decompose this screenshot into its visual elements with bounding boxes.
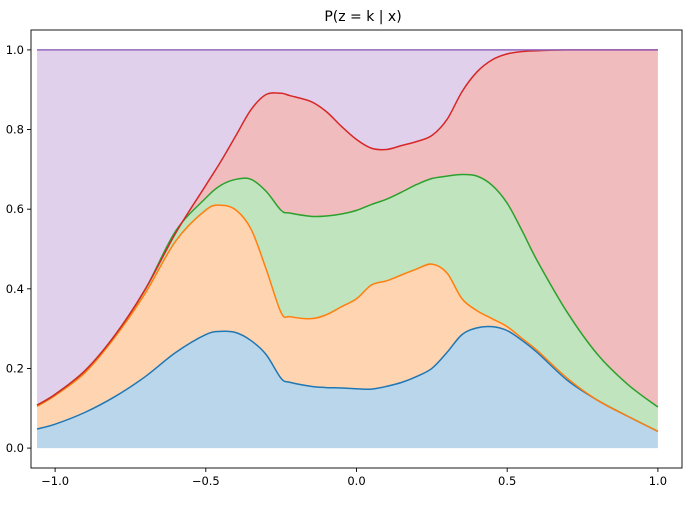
x-tick-label: −1.0: [41, 474, 69, 488]
axes-layer: −1.0 −0.5 0.0 0.5 1.0 0.0 0.2 0.4 0.6 0.8 1.0: [6, 29, 683, 488]
series-1-line: [36, 325, 659, 433]
y-tick-label: 0.4: [6, 282, 24, 296]
series-4-area: [37, 49, 658, 408]
y-tick-label: 1.0: [6, 43, 24, 57]
x-tick-label: 1.0: [649, 474, 667, 488]
x-tick-label: 0.5: [498, 474, 516, 488]
series-4-line: [36, 49, 658, 406]
series-2-area: [37, 205, 658, 432]
x-tick-label: 0.0: [347, 474, 365, 488]
x-tick-label: −0.5: [192, 474, 220, 488]
series-2-line: [36, 204, 659, 433]
series-1-area: [37, 326, 658, 449]
y-tick-label: 0.2: [6, 361, 24, 375]
areas-layer: [37, 49, 658, 449]
y-tick-label: 0.6: [6, 202, 24, 216]
y-tick-label: 0.0: [6, 441, 24, 455]
y-tick-label: 0.8: [6, 123, 24, 137]
series-5-area: [37, 49, 658, 406]
chart-title: P(z = k | x): [324, 9, 401, 25]
lines-layer: [36, 49, 659, 433]
series-3-area: [37, 174, 658, 432]
